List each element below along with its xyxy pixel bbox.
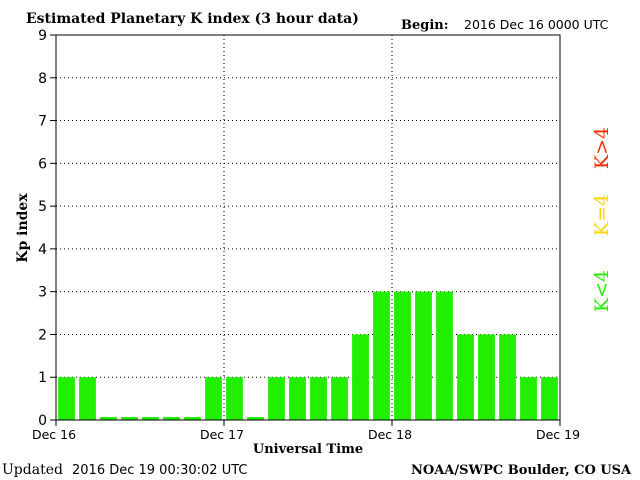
kp-bar bbox=[415, 291, 432, 420]
y-tick-label: 8 bbox=[38, 71, 47, 87]
kp-bar bbox=[205, 377, 222, 420]
kp-bar bbox=[457, 334, 474, 420]
x-tick-label: Dec 18 bbox=[368, 427, 412, 442]
kp-bar bbox=[310, 377, 327, 420]
kp-bar bbox=[142, 417, 159, 420]
grid-layer bbox=[56, 35, 560, 420]
legend-k-less-4: K<4 bbox=[591, 270, 613, 312]
x-axis-label: Universal Time bbox=[253, 442, 363, 457]
x-tick-label: Dec 19 bbox=[536, 427, 580, 442]
x-tick-label: Dec 17 bbox=[200, 427, 244, 442]
y-tick-label: 2 bbox=[38, 327, 47, 343]
chart-title: Estimated Planetary K index (3 hour data… bbox=[26, 11, 359, 27]
y-tick-label: 3 bbox=[38, 285, 47, 301]
kp-bar bbox=[184, 417, 201, 420]
begin-value: 2016 Dec 16 0000 UTC bbox=[464, 17, 609, 32]
kp-bar bbox=[226, 377, 243, 420]
legend-k-equal-4: K=4 bbox=[591, 194, 613, 236]
kp-bar bbox=[499, 334, 516, 420]
y-tick-label: 5 bbox=[38, 199, 47, 215]
kp-bar bbox=[79, 377, 96, 420]
kp-bar bbox=[352, 334, 369, 420]
kp-bar bbox=[394, 291, 411, 420]
source-credit: NOAA/SWPC Boulder, CO USA bbox=[411, 463, 632, 478]
kp-bar bbox=[100, 417, 117, 420]
y-tick-label: 4 bbox=[38, 242, 47, 258]
kp-bar bbox=[520, 377, 537, 420]
y-tick-label: 9 bbox=[38, 28, 47, 44]
bars-layer bbox=[58, 291, 558, 420]
kp-bar bbox=[331, 377, 348, 420]
kp-bar bbox=[478, 334, 495, 420]
kp-bar bbox=[268, 377, 285, 420]
begin-label: Begin: bbox=[401, 18, 449, 33]
kp-bar bbox=[436, 291, 453, 420]
y-tick-label: 6 bbox=[38, 156, 47, 172]
kp-bar bbox=[247, 417, 264, 420]
kp-bar bbox=[121, 417, 138, 420]
x-tick-label: Dec 16 bbox=[32, 427, 76, 442]
x-ticks: Dec 16 Dec 17 Dec 18 Dec 19 bbox=[32, 420, 580, 442]
y-axis-label: Kp index bbox=[15, 193, 31, 263]
updated-value: 2016 Dec 19 00:30:02 UTC bbox=[72, 463, 247, 478]
plot-frame bbox=[55, 34, 561, 421]
updated-label: Updated bbox=[2, 462, 63, 478]
kp-bar bbox=[373, 291, 390, 420]
y-tick-label: 1 bbox=[38, 370, 47, 386]
legend-k-greater-4: K>4 bbox=[591, 127, 613, 169]
kp-bar bbox=[541, 377, 558, 420]
y-tick-label: 7 bbox=[38, 114, 47, 130]
kp-bar bbox=[58, 377, 75, 420]
kp-bar bbox=[289, 377, 306, 420]
y-tick-label: 0 bbox=[38, 413, 47, 429]
y-ticks: 0 1 2 3 4 5 6 7 8 9 bbox=[38, 28, 56, 429]
kp-bar bbox=[163, 417, 180, 420]
